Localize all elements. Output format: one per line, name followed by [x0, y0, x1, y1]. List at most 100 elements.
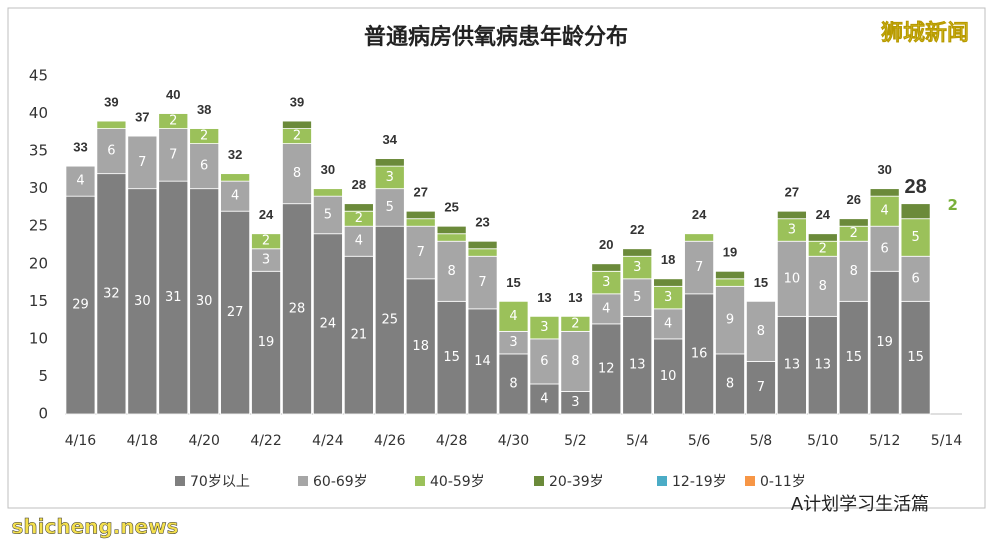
bar-segment [715, 270, 745, 280]
bar-segment [436, 233, 467, 242]
bar-segment [189, 143, 220, 190]
bar-segment [807, 315, 838, 415]
segment-label: 15 [443, 350, 460, 365]
segment-label: 9 [726, 313, 734, 328]
segment-label: 4 [355, 234, 363, 249]
bar-segment [127, 188, 158, 415]
bar-segment [282, 203, 312, 415]
bar-segment [622, 315, 653, 415]
y-tick-label: 45 [29, 67, 48, 85]
bar-segment [405, 218, 436, 227]
total-label: 15 [754, 275, 768, 290]
segment-label: 2 [571, 316, 579, 331]
legend-label: 70岁以上 [190, 474, 250, 490]
y-tick-label: 5 [38, 367, 48, 385]
segment-label: 4 [602, 301, 610, 316]
legend-label: 20-39岁 [549, 474, 604, 490]
segment-label: 7 [169, 147, 177, 162]
segment-label: 4 [231, 189, 239, 204]
segment-label: 25 [382, 313, 399, 328]
bar-segment [343, 255, 374, 415]
chart-title: 普通病房供氧病患年龄分布 [364, 24, 628, 50]
segment-label: 2 [355, 211, 363, 226]
segment-label: 3 [262, 253, 270, 268]
y-tick-label: 15 [29, 292, 48, 310]
segment-label: 3 [788, 222, 796, 237]
segment-label: 6 [881, 241, 889, 256]
legend-label: 0-11岁 [760, 474, 806, 490]
segment-label: 7 [138, 155, 146, 170]
bar-segment [529, 383, 560, 415]
bar-segment [838, 240, 869, 302]
bar-segment [374, 188, 405, 227]
bar-segment [838, 300, 869, 415]
segment-label: 14 [474, 354, 491, 369]
segment-label: 8 [293, 166, 301, 181]
y-tick-label: 40 [29, 104, 48, 122]
segment-label: 5 [324, 207, 332, 222]
segment-label: 13 [629, 358, 646, 373]
segment-label: 4 [664, 316, 672, 331]
total-label: 13 [537, 290, 551, 305]
total-label: 23 [475, 215, 489, 230]
total-label: 33 [73, 140, 87, 155]
segment-label: 5 [911, 230, 919, 245]
segment-label: 29 [72, 298, 89, 313]
bar-segment [467, 248, 498, 257]
segment-label: 2 [200, 129, 208, 144]
total-label: 22 [630, 222, 644, 237]
x-tick-label: 5/10 [807, 433, 838, 449]
bar-segment [158, 180, 189, 415]
segment-label: 15 [845, 350, 862, 365]
segment-label: 3 [664, 290, 672, 305]
bar-segment [436, 240, 467, 302]
bar-segment [591, 293, 622, 325]
bar-segment [869, 195, 900, 227]
segment-label: 2 [948, 196, 958, 214]
bar-segment [374, 158, 405, 167]
bar-segment [900, 255, 931, 302]
bar-segment [653, 308, 684, 340]
total-label: 39 [104, 95, 118, 110]
bar-segment [715, 278, 745, 287]
legend-swatch [657, 476, 667, 486]
x-tick-label: 5/8 [750, 433, 773, 449]
total-label: 37 [135, 110, 149, 125]
total-label: 19 [723, 245, 737, 260]
bar-segment [653, 278, 684, 287]
legend-label: 40-59岁 [430, 474, 485, 490]
bar-segment [405, 225, 436, 280]
total-label: 26 [847, 192, 861, 207]
total-label: 15 [506, 275, 520, 290]
bar-segment [65, 165, 96, 197]
x-tick-label: 4/16 [65, 433, 97, 449]
x-tick-label: 5/2 [564, 433, 587, 449]
x-tick-label: 4/28 [436, 433, 467, 449]
total-label: 28 [352, 177, 366, 192]
bar-segment [405, 210, 436, 220]
bar-segment [529, 315, 560, 340]
bar-segment [684, 293, 715, 415]
x-tick-label: 4/24 [312, 433, 344, 449]
segment-label: 3 [602, 275, 610, 290]
bar-segment [436, 300, 467, 415]
bar-segment [220, 210, 251, 415]
watermark: shicheng.news [12, 515, 179, 539]
bar-segment [622, 248, 653, 257]
bar-segment [96, 128, 127, 175]
x-tick-label: 5/14 [931, 433, 963, 449]
bar-segment [220, 173, 251, 182]
total-label: 32 [228, 147, 242, 162]
bar-segment [684, 240, 715, 295]
bar-segment [591, 323, 622, 415]
x-tick-label: 5/12 [869, 433, 900, 449]
total-label: 24 [259, 207, 274, 222]
segment-label: 28 [289, 301, 306, 316]
segment-label: 19 [258, 335, 275, 350]
segment-label: 5 [633, 290, 641, 305]
watermark: A计划学习生活篇 [791, 494, 929, 515]
bar-segment [467, 240, 498, 250]
total-label: 34 [383, 132, 398, 147]
segment-label: 7 [695, 260, 703, 275]
legend-swatch [298, 476, 308, 486]
